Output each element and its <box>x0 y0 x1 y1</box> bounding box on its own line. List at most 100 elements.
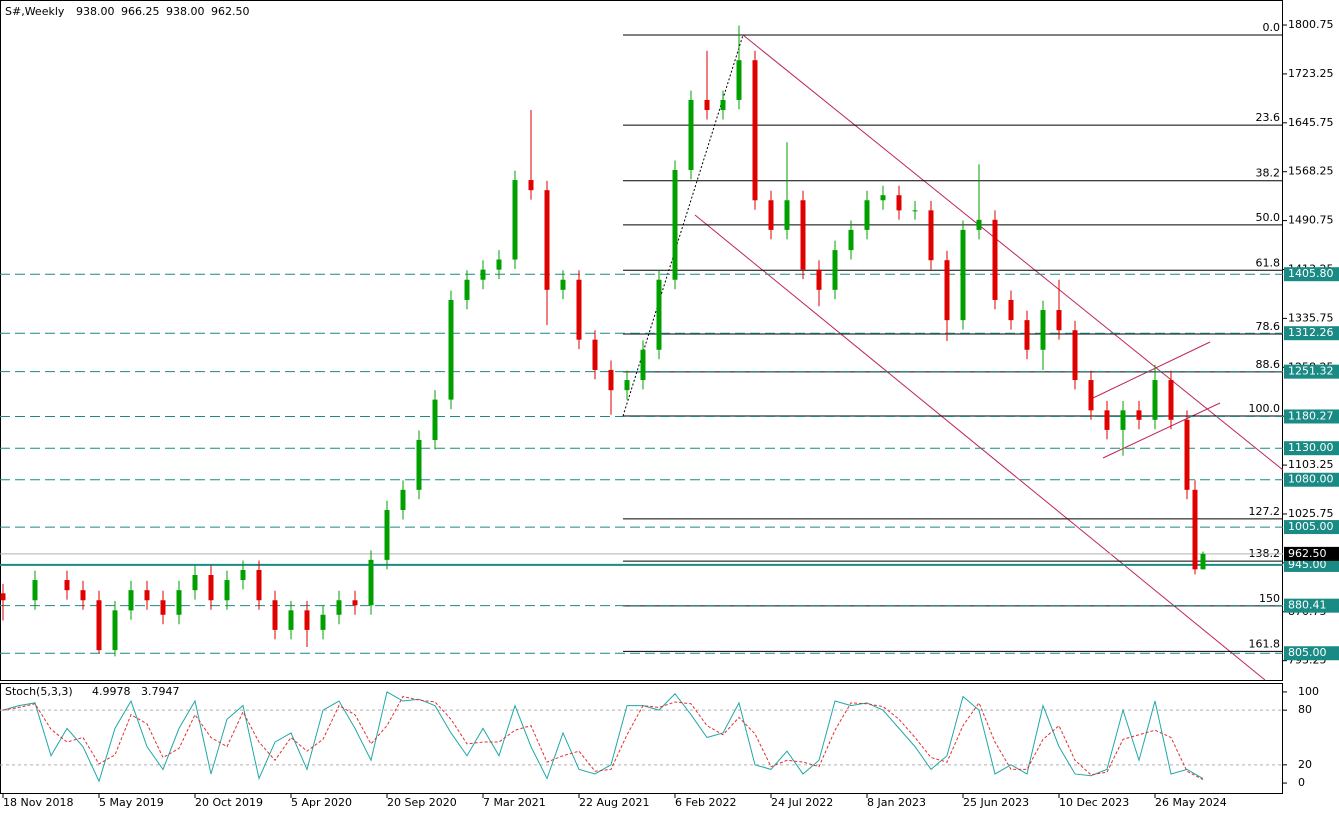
candle-body <box>1104 410 1110 430</box>
fib-label: 100.0 <box>1249 402 1281 415</box>
header-low: 938.00 <box>166 5 205 18</box>
header-open: 938.00 <box>76 5 115 18</box>
candle-body <box>1168 380 1174 420</box>
candle-body <box>768 200 774 230</box>
level-label-box <box>1284 520 1339 535</box>
current-price-label: 962.50 <box>1288 547 1327 560</box>
candle-body <box>0 593 6 601</box>
fib-label: 78.6 <box>1256 320 1281 333</box>
candle-body <box>416 440 422 490</box>
fib-label: 50.0 <box>1256 211 1281 224</box>
fib-label: 127.2 <box>1249 505 1281 518</box>
level-label: 1312.26 <box>1288 326 1334 339</box>
stoch-pane <box>0 683 1283 794</box>
candle-body <box>336 600 342 615</box>
candle-body <box>976 219 982 230</box>
candle-body <box>608 369 614 391</box>
header-close: 962.50 <box>211 5 250 18</box>
candle-body <box>1184 419 1190 490</box>
fib-label: 161.8 <box>1249 637 1281 650</box>
level-label-box <box>1284 472 1339 487</box>
candle-body <box>64 580 70 591</box>
candle-body <box>592 339 598 370</box>
stoch-y-tick-label: 0 <box>1298 776 1305 789</box>
main-pane <box>0 0 1283 681</box>
candle-body <box>944 260 950 321</box>
candle-body <box>304 610 310 630</box>
candle-body <box>528 180 534 191</box>
y-tick-label: 1645.75 <box>1288 116 1334 129</box>
fib-label: 38.2 <box>1256 167 1281 180</box>
candle-body <box>1192 489 1198 570</box>
candle-body <box>400 489 406 511</box>
candle-body <box>1024 320 1030 350</box>
candle-body <box>192 575 198 591</box>
candle-body <box>992 219 998 300</box>
x-tick-label: 20 Sep 2020 <box>387 796 457 809</box>
candle-body <box>384 510 390 560</box>
x-tick-label: 22 Aug 2021 <box>579 796 649 809</box>
candle-body <box>912 210 918 212</box>
level-label: 945.00 <box>1288 558 1327 571</box>
candle-body <box>672 169 678 280</box>
level-label-box <box>1284 364 1339 379</box>
candle-body <box>176 590 182 615</box>
y-tick-label: 1490.75 <box>1288 214 1334 227</box>
fib-label: 88.6 <box>1256 358 1281 371</box>
candle-body <box>880 195 886 201</box>
candle-body <box>896 195 902 211</box>
candle-body <box>640 349 646 381</box>
candle-body <box>928 210 934 261</box>
y-tick-label: 1568.25 <box>1288 165 1334 178</box>
candle-body <box>240 569 246 581</box>
level-label: 1005.00 <box>1288 520 1334 533</box>
level-label: 1251.32 <box>1288 365 1334 378</box>
level-label: 880.41 <box>1288 599 1327 612</box>
candle-body <box>688 99 694 170</box>
fib-label: 150 <box>1259 592 1280 605</box>
y-tick-label: 1335.75 <box>1288 311 1334 324</box>
level-label-box <box>1284 267 1339 282</box>
level-label: 1180.27 <box>1288 409 1334 422</box>
candle-body <box>512 180 518 260</box>
candle-body <box>272 600 278 630</box>
stoch-y-tick-label: 100 <box>1298 685 1319 698</box>
x-tick-label: 18 Nov 2018 <box>3 796 73 809</box>
level-label-box <box>1284 557 1339 572</box>
stoch-y-tick-label: 80 <box>1298 703 1312 716</box>
candle-body <box>80 590 86 601</box>
candle-body <box>1200 553 1206 570</box>
level-label: 1080.00 <box>1288 473 1334 486</box>
candle-body <box>448 299 454 400</box>
level-label: 1130.00 <box>1288 441 1334 454</box>
x-tick-label: 20 Oct 2019 <box>195 796 263 809</box>
x-tick-label: 26 May 2024 <box>1155 796 1227 809</box>
header-high: 966.25 <box>121 5 160 18</box>
y-tick-label: 1025.75 <box>1288 507 1334 520</box>
candle-body <box>464 279 470 300</box>
candle-body <box>368 559 374 606</box>
stoch-main-value: 4.9978 <box>92 685 131 698</box>
candle-body <box>288 610 294 630</box>
candle-body <box>720 99 726 111</box>
candle-body <box>352 600 358 606</box>
candle-body <box>160 600 166 615</box>
candle-body <box>144 590 150 601</box>
candle-body <box>752 60 758 201</box>
candle-body <box>1008 299 1014 321</box>
candle-body <box>256 569 262 601</box>
current-price-box <box>1284 546 1339 561</box>
level-label-box <box>1284 409 1339 424</box>
symbol-title: S#,Weekly <box>5 5 65 18</box>
level-label-box <box>1284 598 1339 613</box>
candle-body <box>704 99 710 111</box>
candle-body <box>832 250 838 290</box>
candle-body <box>1040 310 1046 350</box>
stoch-line <box>2 695 1204 781</box>
candle-body <box>560 279 566 290</box>
candle-body <box>112 610 118 651</box>
candle-body <box>1088 380 1094 411</box>
candle-body <box>1152 380 1158 420</box>
